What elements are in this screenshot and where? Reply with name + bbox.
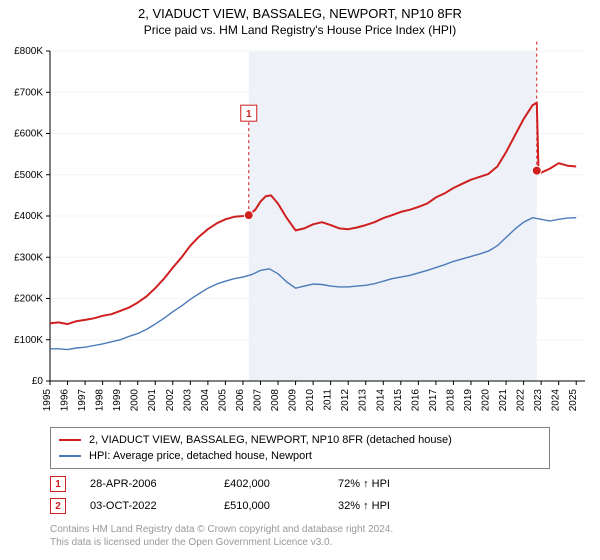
- svg-text:1995: 1995: [42, 389, 53, 412]
- svg-text:£500K: £500K: [14, 170, 43, 181]
- svg-text:2015: 2015: [393, 389, 404, 412]
- svg-text:1997: 1997: [77, 389, 88, 412]
- svg-text:2002: 2002: [165, 389, 176, 412]
- footer-attribution: Contains HM Land Registry data © Crown c…: [50, 523, 550, 549]
- svg-text:1996: 1996: [60, 389, 71, 412]
- svg-text:2012: 2012: [340, 389, 351, 412]
- sales-table: 1 28-APR-2006 £402,000 72% ↑ HPI 2 03-OCT-202…: [50, 473, 550, 517]
- svg-text:1999: 1999: [112, 389, 123, 412]
- svg-text:2005: 2005: [217, 389, 228, 412]
- sale-marker: 1: [50, 476, 66, 492]
- svg-text:2004: 2004: [200, 389, 211, 412]
- svg-text:£400K: £400K: [14, 211, 43, 222]
- svg-text:2003: 2003: [182, 389, 193, 412]
- legend-label: HPI: Average price, detached house, Newp…: [89, 448, 312, 464]
- svg-text:1: 1: [246, 109, 252, 120]
- legend: 2, VIADUCT VIEW, BASSALEG, NEWPORT, NP10…: [50, 427, 550, 469]
- svg-text:2000: 2000: [130, 389, 141, 412]
- svg-text:2001: 2001: [147, 389, 158, 412]
- svg-text:£100K: £100K: [14, 335, 43, 346]
- svg-text:£200K: £200K: [14, 294, 43, 305]
- svg-text:2008: 2008: [270, 389, 281, 412]
- line-chart: £0 £100K £200K £300K £400K £500K £600K £700K £80…: [0, 41, 600, 421]
- svg-text:2022: 2022: [516, 389, 527, 412]
- sale-price: £402,000: [224, 478, 314, 490]
- sale-marker: 2: [50, 498, 66, 514]
- sale-row: 2 03-OCT-2022 £510,000 32% ↑ HPI: [50, 495, 550, 517]
- svg-text:2018: 2018: [445, 389, 456, 412]
- sale-row: 1 28-APR-2006 £402,000 72% ↑ HPI: [50, 473, 550, 495]
- sale-price: £510,000: [224, 500, 314, 512]
- svg-text:2007: 2007: [252, 389, 263, 412]
- svg-text:1998: 1998: [95, 389, 106, 412]
- chart-title-subtitle: Price paid vs. HM Land Registry's House …: [0, 21, 600, 41]
- svg-text:2010: 2010: [305, 389, 316, 412]
- footer-line: Contains HM Land Registry data © Crown c…: [50, 523, 550, 536]
- legend-item: 2, VIADUCT VIEW, BASSALEG, NEWPORT, NP10…: [59, 432, 541, 448]
- svg-text:£300K: £300K: [14, 252, 43, 263]
- sale-hpi-pct: 32% ↑ HPI: [338, 500, 428, 512]
- sale-date: 28-APR-2006: [90, 478, 200, 490]
- footer-line: This data is licensed under the Open Gov…: [50, 536, 550, 549]
- svg-text:2011: 2011: [323, 389, 334, 411]
- svg-text:2013: 2013: [358, 389, 369, 412]
- svg-text:2014: 2014: [375, 389, 386, 412]
- legend-item: HPI: Average price, detached house, Newp…: [59, 448, 541, 464]
- svg-text:2016: 2016: [410, 389, 421, 412]
- svg-text:2021: 2021: [498, 389, 509, 412]
- svg-text:2017: 2017: [428, 389, 439, 412]
- svg-text:£0: £0: [32, 376, 44, 387]
- chart-title-address: 2, VIADUCT VIEW, BASSALEG, NEWPORT, NP10…: [0, 0, 600, 21]
- svg-text:2019: 2019: [463, 389, 474, 412]
- chart-area: £0 £100K £200K £300K £400K £500K £600K £700K £80…: [0, 41, 600, 421]
- svg-text:2006: 2006: [235, 389, 246, 412]
- svg-text:2023: 2023: [533, 389, 544, 412]
- legend-swatch: [59, 439, 81, 441]
- svg-text:£600K: £600K: [14, 129, 43, 140]
- legend-swatch: [59, 455, 81, 457]
- svg-text:2025: 2025: [568, 389, 579, 412]
- svg-text:£800K: £800K: [14, 46, 43, 57]
- svg-text:2024: 2024: [551, 389, 562, 412]
- svg-text:2020: 2020: [481, 389, 492, 412]
- legend-label: 2, VIADUCT VIEW, BASSALEG, NEWPORT, NP10…: [89, 432, 452, 448]
- svg-text:2009: 2009: [288, 389, 299, 412]
- sale-hpi-pct: 72% ↑ HPI: [338, 478, 428, 490]
- svg-text:£700K: £700K: [14, 87, 43, 98]
- sale-date: 03-OCT-2022: [90, 500, 200, 512]
